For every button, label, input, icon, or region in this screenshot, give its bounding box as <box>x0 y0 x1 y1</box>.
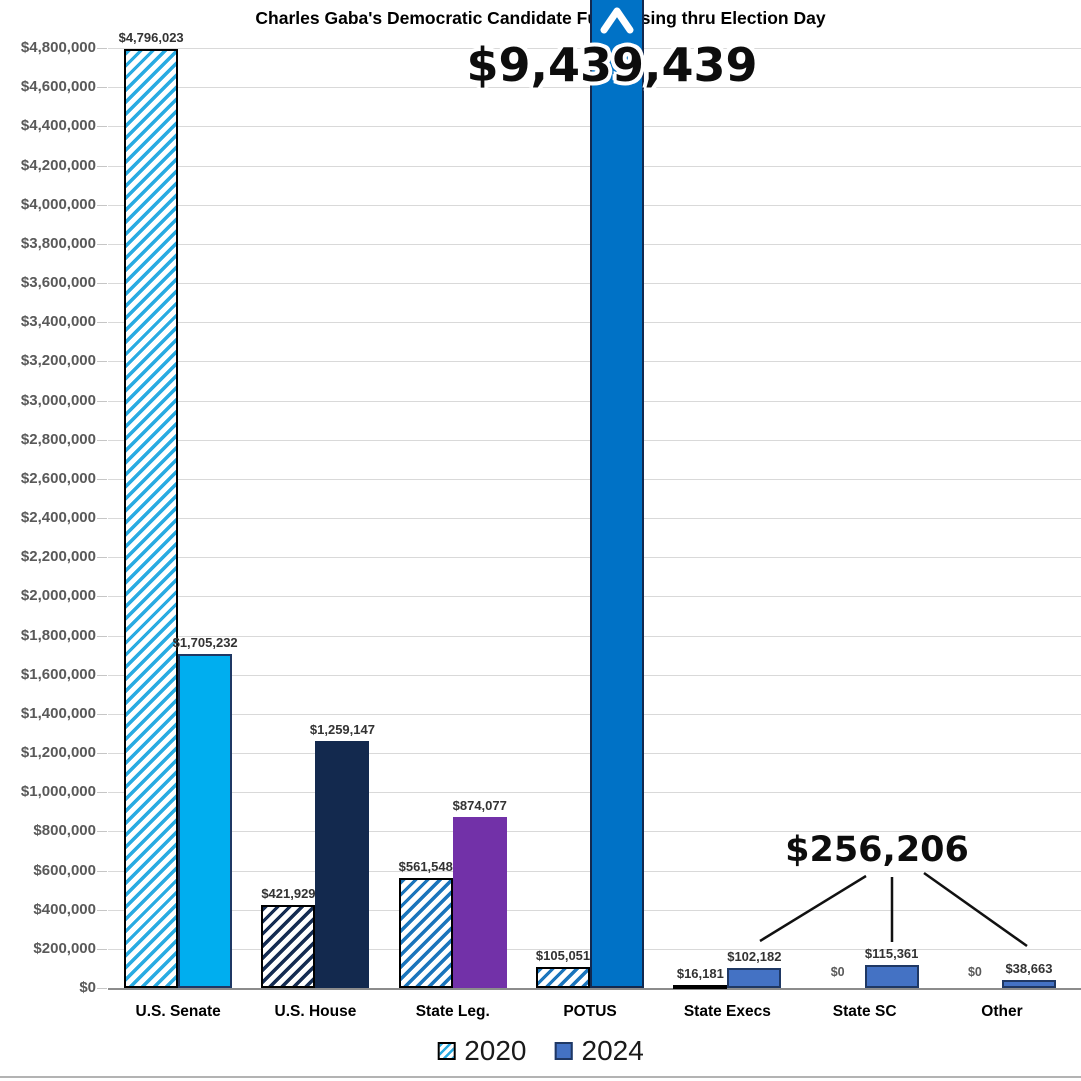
x-axis-label-u-s-senate: U.S. Senate <box>135 1003 221 1020</box>
y-axis-tick-label: $1,000,000 <box>20 783 96 801</box>
bar-2020-u-s-senate[interactable] <box>124 48 179 988</box>
y-axis-tick-label: $2,600,000 <box>20 469 96 487</box>
y-axis-tick <box>97 948 107 950</box>
chart-legend: 2020 2024 <box>437 1034 644 1068</box>
bar-2020-potus[interactable] <box>536 967 591 988</box>
legend-label-2020: 2020 <box>464 1035 527 1066</box>
bar-2020-state-leg[interactable] <box>398 878 453 988</box>
y-axis-tick <box>97 870 107 872</box>
y-axis-tick-label: $2,200,000 <box>20 548 96 566</box>
y-axis-tick <box>97 988 107 989</box>
y-axis-tick-label: $1,800,000 <box>20 626 96 644</box>
bar-2024-state-leg[interactable] <box>452 816 507 988</box>
y-axis-tick-label: $3,400,000 <box>20 313 96 331</box>
value-label-2020-u-s-senate: $4,796,023 <box>118 29 184 45</box>
value-label-2020-state-leg: $561,548 <box>398 859 453 875</box>
y-axis-tick <box>97 557 107 559</box>
y-axis-tick-label: $400,000 <box>33 900 96 918</box>
bar-2024-state-sc[interactable] <box>864 965 919 988</box>
value-label-2024-state-leg: $874,077 <box>452 797 507 813</box>
value-label-2020-other: $0 <box>967 965 982 979</box>
y-axis-tick <box>97 831 107 833</box>
y-axis-tick-label: $1,200,000 <box>20 744 96 761</box>
y-axis-tick <box>97 518 107 519</box>
x-axis-label-u-s-house: U.S. House <box>274 1003 357 1020</box>
legend-item-2020[interactable]: 2020 <box>437 1034 527 1068</box>
y-axis-tick-label: $0 <box>79 979 96 996</box>
y-axis-tick-label: $800,000 <box>33 822 96 840</box>
x-axis-label-state-sc: State SC <box>832 1003 897 1020</box>
bar-2024-u-s-senate[interactable] <box>178 654 233 988</box>
y-axis-tick-label: $2,400,000 <box>20 509 96 526</box>
y-axis-tick <box>97 48 107 49</box>
bar-2020-state-execs[interactable] <box>673 984 728 989</box>
y-axis-tick <box>97 400 107 402</box>
y-axis-tick-label: $4,200,000 <box>20 156 96 174</box>
y-axis-tick-label: $4,800,000 <box>20 39 96 56</box>
y-axis-tick-label: $600,000 <box>33 861 96 879</box>
y-axis-tick-label: $3,600,000 <box>20 274 96 291</box>
y-axis-tick-label: $3,000,000 <box>20 391 96 409</box>
bottom-divider <box>0 1076 1081 1078</box>
y-axis-tick-label: $1,400,000 <box>20 704 96 722</box>
y-axis-tick-label: $4,600,000 <box>20 78 96 96</box>
legend-item-2024[interactable]: 2024 <box>554 1034 644 1068</box>
y-axis-tick-label: $3,800,000 <box>20 234 96 252</box>
y-axis-tick <box>97 635 107 637</box>
value-label-2020-potus: $105,051 <box>535 948 591 964</box>
y-axis-tick <box>97 753 107 754</box>
value-label-2024-u-s-senate: $1,705,232 <box>172 635 238 651</box>
legend-swatch-2024-solid <box>554 1042 573 1060</box>
value-label-2020-state-sc: $0 <box>830 965 845 979</box>
y-axis-tick <box>97 204 107 206</box>
y-axis-tick <box>97 909 107 911</box>
value-label-2024-state-execs: $102,182 <box>727 948 782 964</box>
y-axis-tick <box>97 283 107 284</box>
bar-2024-state-execs[interactable] <box>727 967 782 988</box>
y-axis-tick-label: $3,200,000 <box>20 352 96 370</box>
y-axis-tick <box>97 674 107 676</box>
bar-2024-other[interactable] <box>1001 980 1056 988</box>
y-axis-tick <box>97 322 107 324</box>
legend-label-2024: 2024 <box>581 1035 644 1066</box>
y-axis-tick <box>97 713 107 715</box>
x-axis-label-state-execs: State Execs <box>683 1003 771 1020</box>
y-axis-tick-label: $2,800,000 <box>20 430 96 448</box>
value-label-2024-other: $38,663 <box>1005 961 1053 977</box>
y-axis-tick <box>97 361 107 363</box>
y-axis-tick <box>97 439 107 441</box>
bar-2024-u-s-house[interactable] <box>315 741 370 988</box>
y-axis-tick-label: $200,000 <box>33 939 96 957</box>
y-axis-tick-label: $4,400,000 <box>20 117 96 135</box>
x-axis-label-potus: POTUS <box>563 1003 617 1020</box>
y-axis-tick <box>97 87 107 89</box>
value-label-2020-u-s-house: $421,929 <box>261 886 316 902</box>
value-label-2024-state-sc: $115,361 <box>864 946 919 962</box>
y-axis-tick <box>97 243 107 245</box>
y-axis-tick-label: $1,600,000 <box>20 665 96 683</box>
x-axis-line <box>108 988 1081 990</box>
legend-swatch-2020-hatched <box>437 1042 456 1060</box>
bar-2020-u-s-house[interactable] <box>261 905 316 988</box>
y-axis-tick <box>97 126 107 128</box>
y-axis-tick <box>97 792 107 794</box>
y-axis-tick <box>97 596 107 598</box>
y-axis-tick <box>97 478 107 480</box>
x-axis-label-state-leg: State Leg. <box>415 1003 490 1020</box>
y-axis-tick <box>97 165 107 167</box>
chart-title: Charles Gaba's Democratic Candidate Fund… <box>255 8 826 28</box>
y-axis-tick-label: $4,000,000 <box>20 195 96 213</box>
value-label-2020-state-execs: $16,181 <box>676 965 724 981</box>
bar-2024-potus[interactable] <box>590 0 645 988</box>
y-axis-tick-label: $2,000,000 <box>20 587 96 605</box>
value-label-2024-u-s-house: $1,259,147 <box>309 722 375 738</box>
x-axis-label-other: Other <box>981 1003 1023 1020</box>
